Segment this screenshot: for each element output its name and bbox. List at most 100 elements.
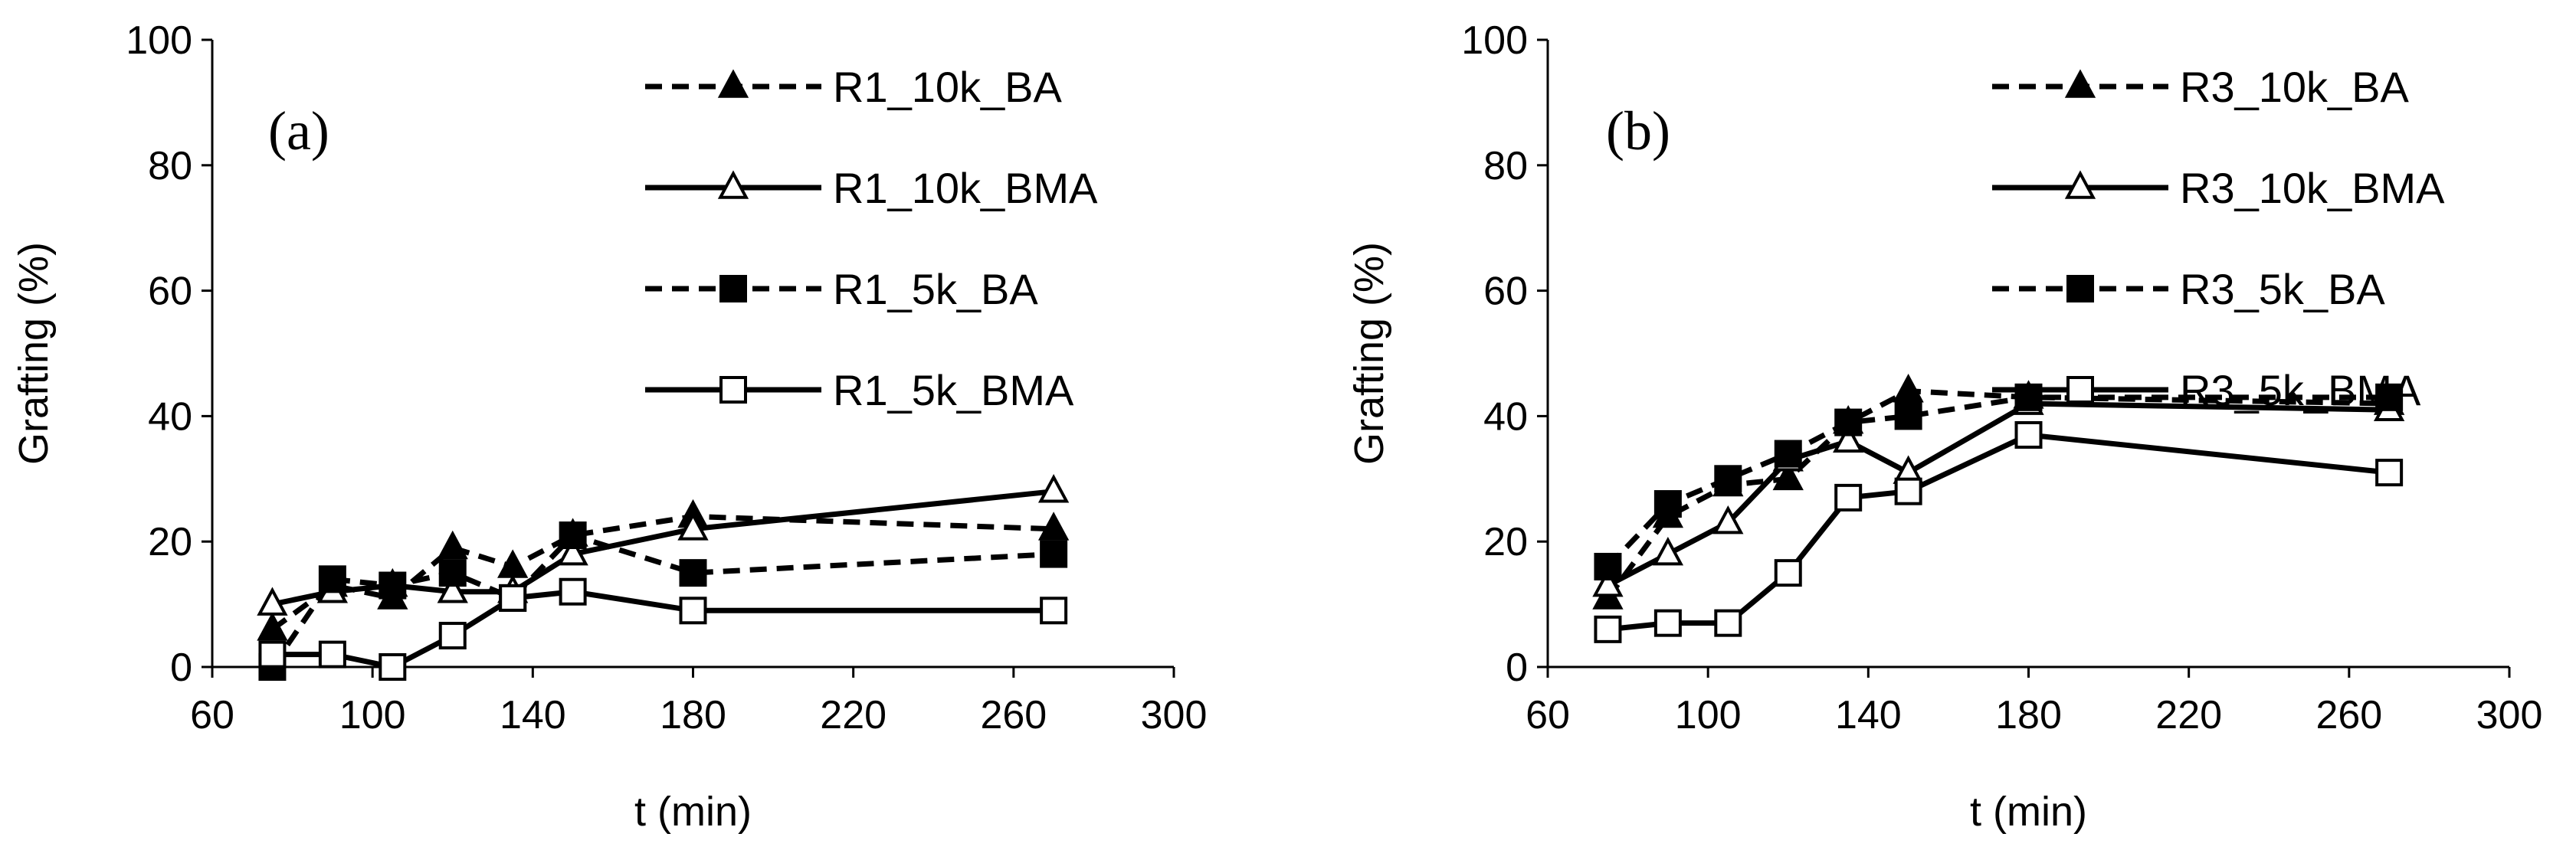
x-tick-label: 180 <box>660 693 726 737</box>
legend-label: R3_5k_BA <box>2180 265 2385 313</box>
data-point <box>437 574 468 603</box>
legend-item-r3-5k-bma: R3_5k_BMA <box>1992 366 2421 414</box>
data-point <box>1653 609 1682 637</box>
x-tick-label: 100 <box>339 693 406 737</box>
x-tick-label: 140 <box>500 693 566 737</box>
legend-label: R3_10k_BMA <box>2180 164 2445 212</box>
data-point <box>258 640 287 669</box>
y-axis-title: Grafting (%) <box>11 242 57 465</box>
data-point <box>1772 461 1804 491</box>
data-point <box>559 521 587 550</box>
legend-marker <box>719 376 747 404</box>
y-tick-label: 40 <box>1483 394 1528 439</box>
data-point <box>679 597 707 625</box>
legend-label: R1_10k_BA <box>833 63 1063 111</box>
series-r1-10k-ba <box>257 499 1070 641</box>
data-point <box>379 571 407 600</box>
data-point <box>1594 552 1622 580</box>
x-tick-label: 140 <box>1835 693 1902 737</box>
x-axis-title: t (min) <box>1970 789 2087 835</box>
legend-label: R3_10k_BA <box>2180 63 2410 111</box>
data-point <box>437 530 468 560</box>
data-point <box>1774 440 1802 468</box>
legend-item-r3-10k-bma: R3_10k_BMA <box>1992 164 2445 212</box>
data-point <box>1653 490 1682 518</box>
data-point <box>318 565 346 593</box>
data-point <box>679 559 707 587</box>
legend-item-r1-10k-ba: R1_10k_BA <box>645 63 1063 111</box>
data-point <box>499 584 527 612</box>
data-point <box>1040 540 1068 568</box>
legend-item-r3-10k-ba: R3_10k_BA <box>1992 63 2410 111</box>
y-axis-title: Grafting (%) <box>1346 242 1392 465</box>
y-tick-label: 0 <box>1506 646 1528 690</box>
x-tick-label: 260 <box>980 693 1047 737</box>
legend-marker <box>719 275 747 302</box>
y-tick-label: 60 <box>148 270 192 314</box>
legend-label: R1_5k_BMA <box>833 366 1074 414</box>
data-point <box>318 640 346 669</box>
legend-label: R1_10k_BMA <box>833 164 1098 212</box>
y-tick-label: 80 <box>1483 144 1528 188</box>
x-tick-label: 220 <box>2155 693 2222 737</box>
data-point <box>1037 512 1070 541</box>
series-r3-5k-ba <box>1594 383 2404 580</box>
data-point <box>2375 459 2404 487</box>
data-point <box>1652 536 1684 566</box>
data-point <box>1834 483 1863 512</box>
data-point <box>1894 477 1922 505</box>
y-tick-label: 80 <box>148 144 192 188</box>
data-point <box>1894 402 1922 430</box>
y-tick-label: 0 <box>170 646 192 690</box>
x-tick-label: 260 <box>2315 693 2382 737</box>
chart-panel-a: 0 20 40 60 80 100 60 100 140 180 220 260 300 t (min) G… <box>11 18 1207 835</box>
x-tick-label: 60 <box>190 693 234 737</box>
data-point <box>1592 567 1624 597</box>
data-point <box>438 559 467 587</box>
data-point <box>1833 423 1864 453</box>
data-point <box>2375 383 2404 411</box>
data-point <box>1714 465 1742 493</box>
y-tick-label: 100 <box>126 18 192 63</box>
legend-item-r3-5k-ba: R3_5k_BA <box>1992 265 2385 313</box>
x-tick-label: 100 <box>1675 693 1742 737</box>
data-point <box>1714 609 1742 637</box>
data-point <box>497 549 529 578</box>
y-tick-label: 100 <box>1461 18 1528 63</box>
chart-panel-b: 0 20 40 60 80 100 60 100 140 180 220 260 300 t (min) G… <box>1346 18 2542 835</box>
legend-item-r1-10k-bma: R1_10k_BMA <box>645 164 1098 212</box>
data-point <box>1834 408 1863 436</box>
data-point <box>1037 474 1070 503</box>
panel-label: (a) <box>268 100 329 162</box>
legend-marker <box>717 170 749 199</box>
x-axis-title: t (min) <box>634 789 752 835</box>
x-tick-label: 220 <box>820 693 887 737</box>
x-tick-label: 180 <box>1995 693 2062 737</box>
legend-item-r1-5k-bma: R1_5k_BMA <box>645 366 1074 414</box>
data-point <box>559 577 587 606</box>
x-tick-label: 300 <box>1141 693 1208 737</box>
data-point <box>2014 420 2043 449</box>
data-point <box>1774 559 1802 587</box>
legend-label: R1_5k_BA <box>833 265 1038 313</box>
legend: R1_10k_BA R1_10k_BMA R1_5k_BA R1_5k_BMA <box>645 63 1098 414</box>
series-r3-5k-bma <box>1594 420 2404 643</box>
series-r1-5k-bma <box>258 577 1068 681</box>
data-point <box>257 587 288 616</box>
data-point <box>677 512 709 541</box>
legend-marker <box>2066 275 2094 302</box>
data-point <box>1712 505 1744 535</box>
data-point <box>438 622 467 650</box>
y-tick-label: 20 <box>1483 520 1528 564</box>
legend-marker <box>2066 376 2094 404</box>
legend: R3_10k_BA R3_10k_BMA R3_5k_BA R3_5k_BMA <box>1992 63 2445 414</box>
legend-item-r1-5k-ba: R1_5k_BA <box>645 265 1038 313</box>
data-point <box>1893 374 1924 403</box>
y-tick-label: 60 <box>1483 270 1528 314</box>
data-point <box>1040 597 1068 625</box>
series-line <box>1606 400 2390 588</box>
y-tick-label: 20 <box>148 520 192 564</box>
data-point <box>1594 615 1622 643</box>
data-point <box>257 612 288 641</box>
